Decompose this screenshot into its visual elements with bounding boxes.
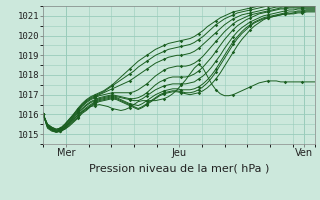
X-axis label: Pression niveau de la mer( hPa ): Pression niveau de la mer( hPa ) [89, 164, 269, 174]
